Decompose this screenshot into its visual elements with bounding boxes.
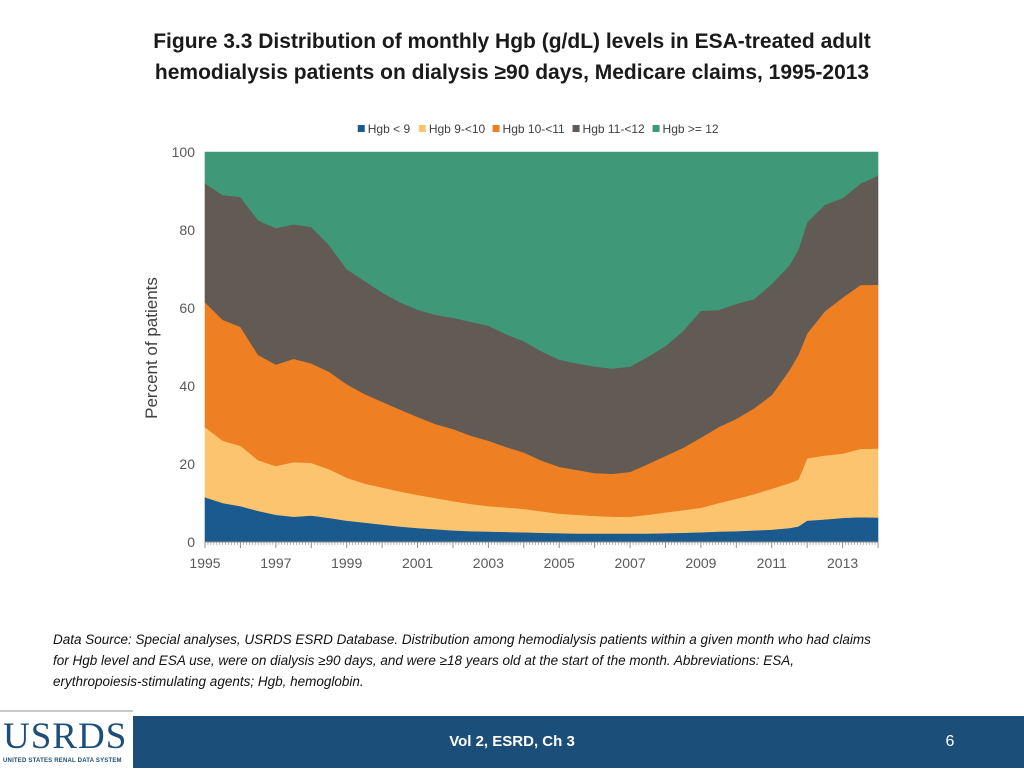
x-tick-label: 2003 <box>473 555 504 571</box>
area-hgb-ge-12 <box>204 151 879 369</box>
legend-label-hgb-11-lt12: Hgb 11-<12 <box>583 122 645 136</box>
page-number: 6 <box>945 733 955 750</box>
logo-wordmark: USRDS <box>3 716 128 757</box>
x-axis: 1995 1997 1999 2001 2003 2005 2007 2009 2011 2013 <box>189 541 879 571</box>
plot-area <box>204 151 879 543</box>
figure-title-line-2: hemodialysis patients on dialysis ≥90 da… <box>154 61 870 84</box>
data-source-note: Data Source: Special analyses, USRDS ESR… <box>53 629 993 692</box>
figure-title-line-1: Figure 3.3 Distribution of monthly Hgb (… <box>153 30 871 53</box>
footer-bar <box>0 716 1024 768</box>
y-tick-label: 60 <box>179 300 195 316</box>
legend-label-hgb-ge-12: Hgb >= 12 <box>663 122 719 136</box>
source-line-3: erythropoiesis-stimulating agents; Hgb, … <box>53 674 364 689</box>
logo-subtitle: UNITED STATES RENAL DATA SYSTEM <box>3 758 122 764</box>
legend-swatch-hgb-ge-12 <box>652 125 660 132</box>
y-tick-label: 40 <box>179 378 195 394</box>
y-tick-label: 100 <box>172 144 196 160</box>
x-tick-label: 2005 <box>544 555 575 571</box>
x-tick-label: 2011 <box>757 555 787 571</box>
usrds-logo: USRDS UNITED STATES RENAL DATA SYSTEM <box>0 710 133 770</box>
legend-swatch-hgb-10-lt11 <box>492 125 500 132</box>
source-line-2: for Hgb level and ESA use, were on dialy… <box>53 653 794 668</box>
y-tick-label: 80 <box>179 222 195 238</box>
x-tick-label: 2009 <box>685 555 716 571</box>
y-tick-label: 20 <box>179 456 195 472</box>
figure-title: Figure 3.3 Distribution of monthly Hgb (… <box>60 26 964 88</box>
x-tick-label: 2001 <box>402 555 433 571</box>
stacked-area-chart: Hgb < 9 Hgb 9-<10 Hgb 10-<11 Hgb 11-<12 Hgb … <box>142 122 879 571</box>
legend-label-hgb-10-lt11: Hgb 10-<11 <box>503 122 565 136</box>
x-tick-label: 1997 <box>260 555 291 571</box>
legend-swatch-hgb-9-lt10 <box>418 125 426 132</box>
legend-label-hgb-9-lt10: Hgb 9-<10 <box>429 122 486 136</box>
x-tick-label: 2007 <box>614 555 645 571</box>
legend-swatch-hgb-11-lt12 <box>572 125 580 132</box>
y-axis-label: Percent of patients <box>142 277 161 419</box>
y-tick-label: 0 <box>187 534 195 550</box>
x-tick-label: 2013 <box>827 555 858 571</box>
legend-label-hgb-lt-9: Hgb < 9 <box>368 122 411 136</box>
footer-volume-label: Vol 2, ESRD, Ch 3 <box>449 733 575 750</box>
x-tick-label: 1995 <box>189 555 220 571</box>
chart-legend: Hgb < 9 Hgb 9-<10 Hgb 10-<11 Hgb 11-<12 Hgb … <box>357 122 719 136</box>
source-line-1: Data Source: Special analyses, USRDS ESR… <box>53 632 871 647</box>
x-tick-label: 1999 <box>331 555 362 571</box>
legend-swatch-hgb-lt-9 <box>357 125 365 132</box>
y-axis: 0 20 40 60 80 100 <box>172 144 196 550</box>
